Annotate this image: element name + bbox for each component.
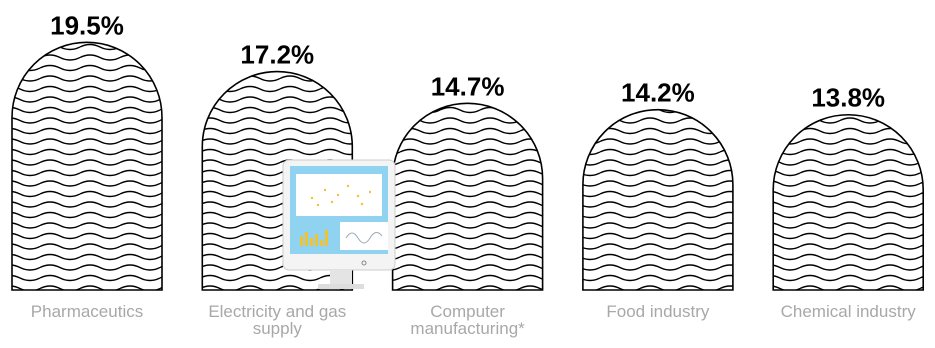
category-label: Chemical industry [780, 302, 916, 321]
monitor-illustration [282, 159, 396, 289]
value-label: 13.8% [811, 83, 885, 113]
bar [11, 41, 163, 291]
bar [582, 108, 734, 291]
value-label: 14.2% [621, 78, 695, 108]
value-label: 17.2% [240, 40, 314, 70]
category-label: Electricity and gas supply [208, 302, 347, 338]
category-label: Computer manufacturing* [410, 302, 525, 338]
value-label: 19.5% [50, 10, 124, 40]
bar [391, 102, 544, 291]
value-label: 14.7% [431, 71, 505, 101]
category-label: Pharmaceutics [30, 302, 144, 321]
bar [772, 114, 924, 291]
category-label: Food industry [606, 302, 710, 321]
